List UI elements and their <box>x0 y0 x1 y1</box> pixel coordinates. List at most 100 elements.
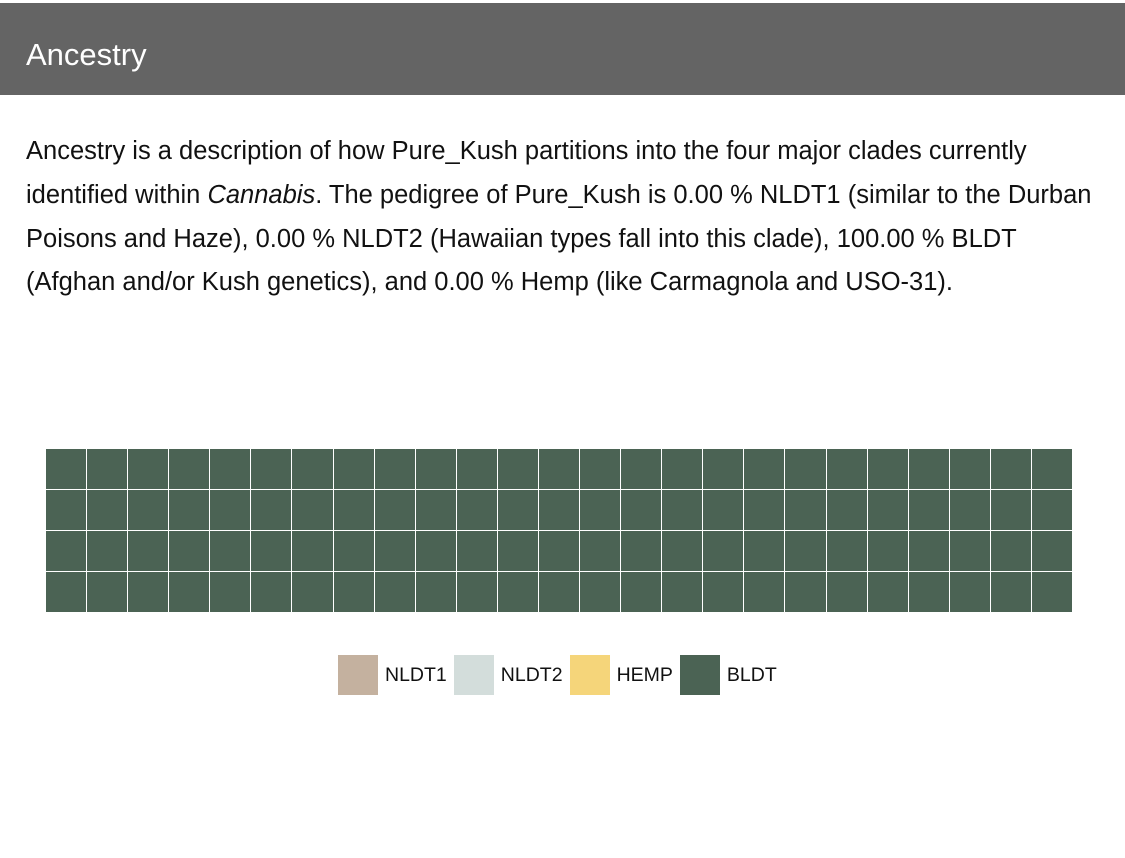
waffle-cell-bldt <box>251 531 292 571</box>
waffle-cell-bldt <box>128 490 169 530</box>
waffle-cell-bldt <box>497 572 538 612</box>
description-genus: Cannabis <box>207 180 316 209</box>
waffle-cell-bldt <box>87 572 128 612</box>
waffle-cell-bldt <box>662 449 703 489</box>
waffle-cell-bldt <box>1031 531 1072 571</box>
waffle-cell-bldt <box>990 531 1031 571</box>
waffle-cell-bldt <box>87 490 128 530</box>
waffle-cell-bldt <box>497 449 538 489</box>
waffle-cell-bldt <box>128 572 169 612</box>
waffle-cell-bldt <box>703 490 744 530</box>
waffle-cell-bldt <box>908 449 949 489</box>
waffle-cell-bldt <box>990 490 1031 530</box>
waffle-cell-bldt <box>580 572 621 612</box>
waffle-cell-bldt <box>949 490 990 530</box>
waffle-cell-bldt <box>744 572 785 612</box>
waffle-cell-bldt <box>374 490 415 530</box>
legend-item-hemp: HEMP <box>569 655 680 695</box>
waffle-cell-bldt <box>703 449 744 489</box>
waffle-cell-bldt <box>1031 572 1072 612</box>
waffle-cell-bldt <box>415 531 456 571</box>
waffle-cell-bldt <box>87 531 128 571</box>
waffle-cell-bldt <box>169 531 210 571</box>
waffle-cell-bldt <box>456 572 497 612</box>
waffle-cell-bldt <box>990 572 1031 612</box>
waffle-cell-bldt <box>580 449 621 489</box>
waffle-cell-bldt <box>210 490 251 530</box>
waffle-cell-bldt <box>497 531 538 571</box>
ancestry-waffle-chart <box>46 449 1072 612</box>
waffle-cell-bldt <box>908 572 949 612</box>
legend-swatch-nldt2 <box>453 655 494 695</box>
waffle-cell-bldt <box>538 531 580 571</box>
waffle-cell-bldt <box>908 531 949 571</box>
waffle-cell-bldt <box>826 531 867 571</box>
waffle-cell-bldt <box>1031 490 1072 530</box>
waffle-cell-bldt <box>169 490 210 530</box>
waffle-cell-bldt <box>46 490 87 530</box>
waffle-cell-bldt <box>949 572 990 612</box>
waffle-cell-bldt <box>210 449 251 489</box>
waffle-cell-bldt <box>251 449 292 489</box>
waffle-cell-bldt <box>621 490 662 530</box>
section-title: Ancestry <box>26 37 147 72</box>
description-part-1: Ancestry is a description of how Pure_Ku… <box>26 137 1027 209</box>
waffle-cell-bldt <box>785 531 826 571</box>
legend-item-nldt2: NLDT2 <box>453 655 570 695</box>
waffle-cell-bldt <box>744 449 785 489</box>
waffle-cell-bldt <box>46 531 87 571</box>
waffle-cell-bldt <box>292 531 333 571</box>
waffle-cell-bldt <box>46 572 87 612</box>
waffle-cell-bldt <box>415 572 456 612</box>
waffle-cell-bldt <box>621 531 662 571</box>
waffle-cell-bldt <box>785 490 826 530</box>
legend-swatch-hemp <box>569 655 610 695</box>
waffle-cell-bldt <box>456 531 497 571</box>
waffle-cell-bldt <box>867 531 908 571</box>
waffle-cell-bldt <box>703 572 744 612</box>
waffle-cell-bldt <box>662 572 703 612</box>
waffle-cell-bldt <box>621 572 662 612</box>
waffle-cell-bldt <box>826 572 867 612</box>
legend-item-nldt1: NLDT1 <box>338 655 454 695</box>
legend-label-bldt: BLDT <box>726 663 777 686</box>
waffle-cell-bldt <box>538 490 580 530</box>
legend-swatch-nldt1 <box>338 655 378 695</box>
waffle-cell-bldt <box>826 490 867 530</box>
waffle-cell-bldt <box>251 572 292 612</box>
waffle-cell-bldt <box>785 572 826 612</box>
waffle-cell-bldt <box>662 531 703 571</box>
waffle-cell-bldt <box>292 490 333 530</box>
legend-label-nldt2: NLDT2 <box>500 663 563 686</box>
waffle-cell-bldt <box>292 449 333 489</box>
waffle-cell-bldt <box>908 490 949 530</box>
description-part-2: . The pedigree of Pure_Kush is 0.00 % NL… <box>26 180 1092 297</box>
waffle-cell-bldt <box>333 572 374 612</box>
waffle-cell-bldt <box>621 449 662 489</box>
waffle-cell-bldt <box>415 449 456 489</box>
waffle-cell-bldt <box>251 490 292 530</box>
waffle-cell-bldt <box>128 531 169 571</box>
waffle-cell-bldt <box>538 449 580 489</box>
waffle-cell-bldt <box>744 531 785 571</box>
waffle-cell-bldt <box>867 572 908 612</box>
waffle-cell-bldt <box>456 449 497 489</box>
legend-item-bldt: BLDT <box>679 655 784 695</box>
waffle-cell-bldt <box>990 449 1031 489</box>
waffle-cell-bldt <box>580 531 621 571</box>
waffle-cell-bldt <box>333 531 374 571</box>
waffle-cell-bldt <box>497 490 538 530</box>
chart-legend: NLDT1 NLDT2 HEMP BLDT <box>338 655 784 695</box>
waffle-cell-bldt <box>785 449 826 489</box>
waffle-cell-bldt <box>662 490 703 530</box>
waffle-cell-bldt <box>169 572 210 612</box>
waffle-cell-bldt <box>128 449 169 489</box>
legend-label-nldt1: NLDT1 <box>385 663 447 686</box>
ancestry-description: Ancestry is a description of how Pure_Ku… <box>26 130 1106 305</box>
waffle-cell-bldt <box>210 531 251 571</box>
waffle-cell-bldt <box>744 490 785 530</box>
waffle-cell-bldt <box>46 449 87 489</box>
waffle-cell-bldt <box>374 531 415 571</box>
waffle-cell-bldt <box>703 531 744 571</box>
